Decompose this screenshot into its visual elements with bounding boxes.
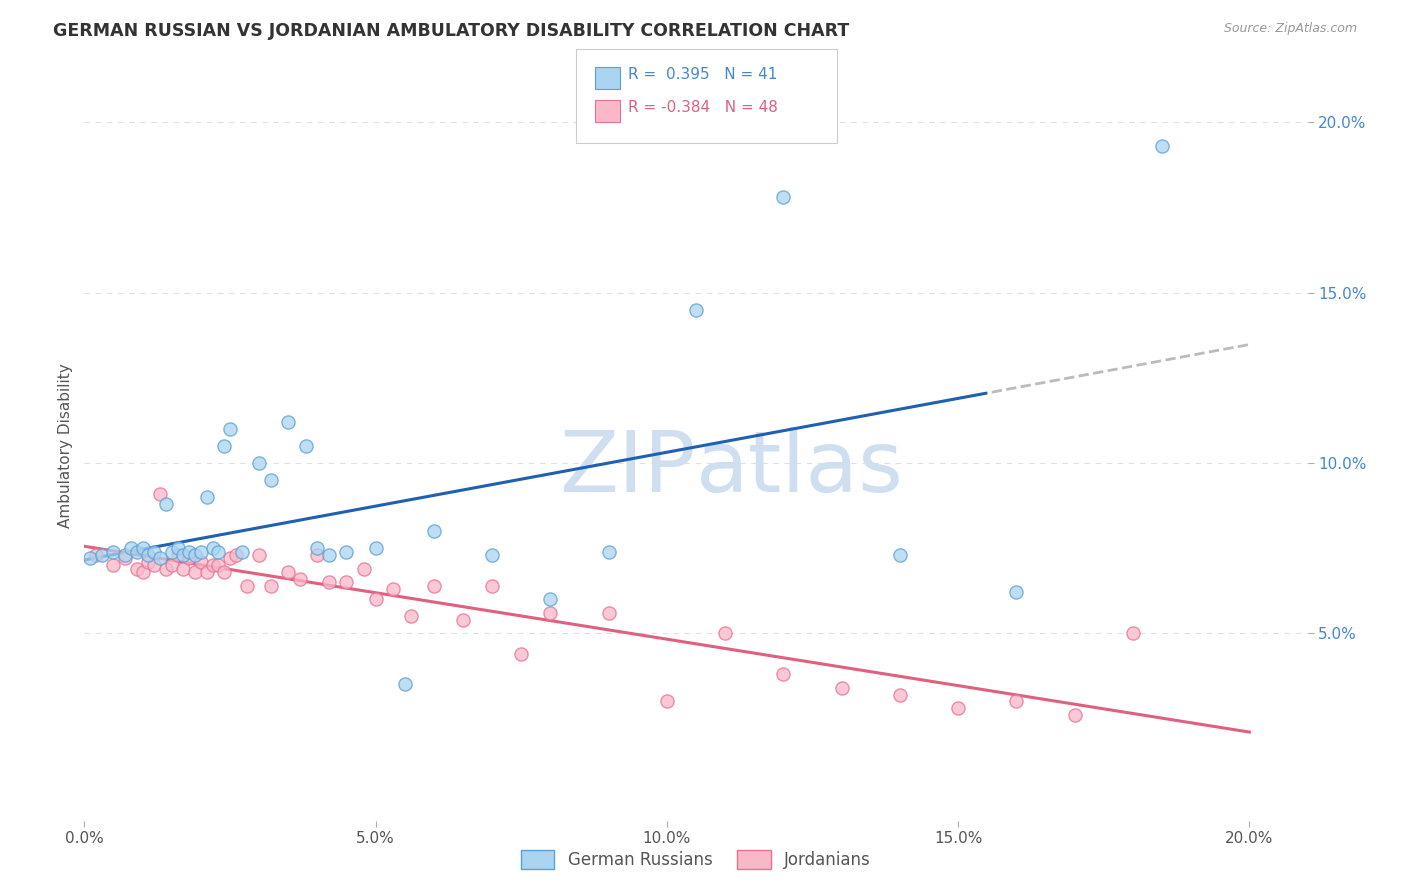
Point	[219, 551, 242, 566]
Point	[190, 544, 212, 558]
Point	[149, 551, 172, 566]
Point	[598, 606, 620, 620]
Text: GERMAN RUSSIAN VS JORDANIAN AMBULATORY DISABILITY CORRELATION CHART: GERMAN RUSSIAN VS JORDANIAN AMBULATORY D…	[53, 22, 849, 40]
Point	[772, 190, 794, 204]
Point	[219, 422, 242, 436]
Point	[179, 544, 201, 558]
Point	[212, 439, 235, 453]
Point	[772, 667, 794, 681]
Point	[166, 548, 188, 562]
Point	[318, 575, 340, 590]
Text: Source: ZipAtlas.com: Source: ZipAtlas.com	[1223, 22, 1357, 36]
Point	[364, 541, 387, 556]
Point	[155, 497, 177, 511]
Point	[277, 415, 299, 429]
Point	[212, 565, 235, 579]
Point	[172, 548, 194, 562]
Point	[207, 558, 229, 573]
Point	[364, 592, 387, 607]
Point	[538, 592, 561, 607]
Point	[247, 456, 270, 470]
Point	[103, 544, 125, 558]
Point	[231, 544, 253, 558]
Point	[114, 548, 136, 562]
Point	[131, 565, 153, 579]
Point	[260, 473, 283, 487]
Point	[160, 558, 183, 573]
Point	[307, 548, 329, 562]
Point	[166, 541, 188, 556]
Point	[131, 541, 153, 556]
Point	[155, 561, 177, 575]
Point	[714, 626, 737, 640]
Point	[318, 548, 340, 562]
Point	[247, 548, 270, 562]
Point	[120, 541, 142, 556]
Point	[79, 551, 101, 566]
Point	[201, 541, 224, 556]
Point	[655, 694, 678, 708]
Point	[143, 558, 166, 573]
Point	[510, 647, 533, 661]
Point	[195, 565, 218, 579]
Point	[399, 609, 422, 624]
Text: ZIP: ZIP	[560, 427, 696, 510]
Point	[451, 613, 474, 627]
Point	[277, 565, 299, 579]
Point	[538, 606, 561, 620]
Point	[90, 548, 112, 562]
Point	[201, 558, 224, 573]
Point	[1005, 694, 1028, 708]
Point	[294, 439, 316, 453]
Point	[190, 555, 212, 569]
Text: atlas: atlas	[696, 427, 904, 510]
Point	[143, 544, 166, 558]
Point	[225, 548, 247, 562]
Point	[481, 548, 503, 562]
Point	[423, 524, 446, 538]
Point	[84, 548, 107, 562]
Point	[481, 579, 503, 593]
Point	[946, 701, 969, 715]
Point	[335, 575, 357, 590]
Point	[1063, 708, 1085, 723]
Point	[598, 544, 620, 558]
Point	[1005, 585, 1028, 599]
Point	[1122, 626, 1144, 640]
Text: R =  0.395   N = 41: R = 0.395 N = 41	[628, 67, 778, 82]
Point	[172, 561, 194, 575]
Point	[307, 541, 329, 556]
Point	[207, 544, 229, 558]
Point	[125, 561, 148, 575]
Point	[184, 565, 207, 579]
Point	[685, 302, 707, 317]
Point	[236, 579, 259, 593]
Point	[353, 561, 375, 575]
Point	[831, 681, 853, 695]
Point	[394, 677, 416, 691]
Point	[423, 579, 446, 593]
Point	[889, 688, 911, 702]
Point	[335, 544, 357, 558]
Y-axis label: Ambulatory Disability: Ambulatory Disability	[58, 364, 73, 528]
Legend: German Russians, Jordanians: German Russians, Jordanians	[515, 844, 877, 876]
Point	[260, 579, 283, 593]
Point	[382, 582, 405, 596]
Point	[138, 548, 160, 562]
Point	[288, 572, 311, 586]
Point	[184, 548, 207, 562]
Point	[195, 490, 218, 504]
Point	[125, 544, 148, 558]
Point	[179, 551, 201, 566]
Text: R = -0.384   N = 48: R = -0.384 N = 48	[628, 100, 779, 115]
Point	[114, 551, 136, 566]
Point	[160, 544, 183, 558]
Point	[1150, 139, 1173, 153]
Point	[889, 548, 911, 562]
Point	[103, 558, 125, 573]
Point	[138, 555, 160, 569]
Point	[149, 486, 172, 500]
